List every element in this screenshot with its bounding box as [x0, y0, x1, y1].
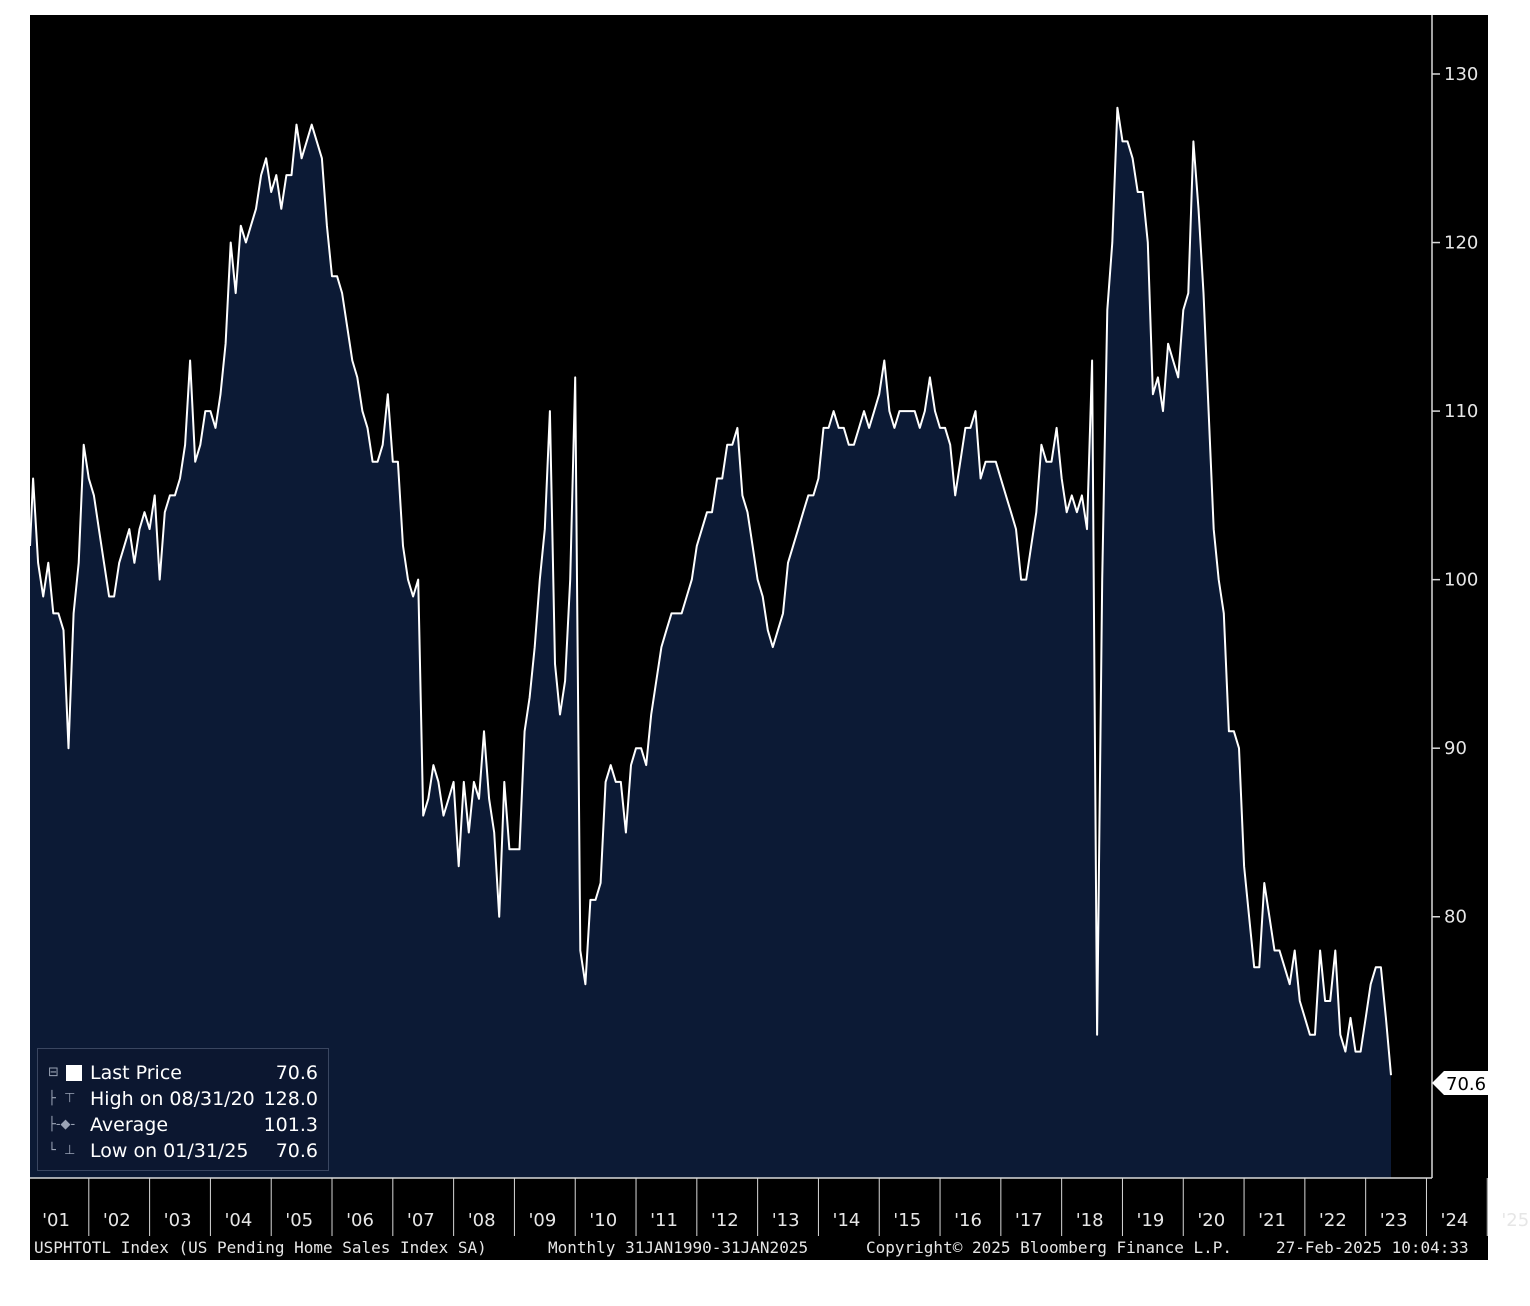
- legend-label: Last Price: [90, 1062, 182, 1084]
- legend-label: High on 08/31/20: [90, 1088, 255, 1110]
- legend-value: 128.0: [263, 1088, 318, 1110]
- x-tick-label: '25: [1501, 1210, 1529, 1231]
- chart-footer: USPHTOTL Index (US Pending Home Sales In…: [30, 1236, 1488, 1260]
- plot-area: [29, 106, 1392, 1179]
- x-tick-label: '13: [772, 1210, 800, 1231]
- x-tick-label: '01: [42, 1210, 70, 1231]
- x-tick-label: '14: [833, 1210, 861, 1231]
- x-axis: '01 '02 '03 '04 '05 '06 '07 '08 '09 '10 '11 '12 '13 '…: [42, 1178, 1529, 1236]
- legend-row-last-price: ⊟ Last Price 70.6: [38, 1061, 328, 1086]
- legend-value: 70.6: [275, 1140, 318, 1162]
- y-tick-label: 90: [1444, 738, 1467, 759]
- legend-value: 70.6: [275, 1062, 318, 1084]
- x-tick-label: '09: [528, 1210, 556, 1231]
- x-tick-label: '06: [346, 1210, 374, 1231]
- x-tick-label: '02: [103, 1210, 131, 1231]
- legend-value: 101.3: [263, 1114, 318, 1136]
- footer-timestamp: 27-Feb-2025 10:04:33: [1276, 1238, 1469, 1257]
- x-tick-label: '08: [468, 1210, 496, 1231]
- x-tick-label: '17: [1015, 1210, 1043, 1231]
- legend-row-average: ├-◆- Average 101.3: [38, 1113, 328, 1138]
- y-tick-label: 120: [1444, 233, 1478, 254]
- x-tick-label: '19: [1137, 1210, 1165, 1231]
- footer-copyright: Copyright© 2025 Bloomberg Finance L.P.: [866, 1238, 1233, 1257]
- average-marker-icon: ├-◆-: [48, 1117, 76, 1132]
- low-marker-icon: └ ⊥: [48, 1143, 76, 1158]
- y-tick-label: 130: [1444, 64, 1478, 85]
- footer-period: Monthly 31JAN1990-31JAN2025: [548, 1238, 809, 1257]
- x-tick-label: '23: [1380, 1210, 1408, 1231]
- high-marker-icon: ├ ⊤: [48, 1091, 76, 1106]
- x-tick-label: '18: [1076, 1210, 1104, 1231]
- legend-row-high: ├ ⊤ High on 08/31/20 128.0: [38, 1087, 328, 1112]
- x-tick-label: '05: [285, 1210, 313, 1231]
- footer-index: USPHTOTL Index (US Pending Home Sales In…: [34, 1238, 487, 1257]
- legend-label: Average: [90, 1114, 169, 1136]
- x-tick-label: '22: [1319, 1210, 1347, 1231]
- x-tick-label: '11: [650, 1210, 678, 1231]
- x-tick-label: '10: [589, 1210, 617, 1231]
- series-line: [29, 106, 1392, 1076]
- chart-legend: ⊟ Last Price 70.6 ├ ⊤ High on 08/31/20 1…: [37, 1048, 329, 1171]
- x-tick-label: '12: [711, 1210, 739, 1231]
- last-value-label: 70.6: [1446, 1074, 1486, 1095]
- x-tick-label: '20: [1197, 1210, 1225, 1231]
- x-tick-label: '15: [893, 1210, 921, 1231]
- x-tick-label: '24: [1441, 1210, 1469, 1231]
- y-tick-label: 100: [1444, 570, 1478, 591]
- x-tick-label: '07: [407, 1210, 435, 1231]
- y-tick-label: 110: [1444, 401, 1478, 422]
- y-tick-label: 80: [1444, 907, 1467, 928]
- x-tick-label: '21: [1258, 1210, 1286, 1231]
- x-tick-label: '03: [164, 1210, 192, 1231]
- legend-row-low: └ ⊥ Low on 01/31/25 70.6: [38, 1139, 328, 1164]
- last-value-marker: 70.6: [1432, 1071, 1488, 1095]
- square-icon: ⊟: [48, 1063, 82, 1083]
- legend-label: Low on 01/31/25: [90, 1140, 249, 1162]
- y-axis: 80 90 100 110 120 130: [1432, 64, 1478, 928]
- series-area: [30, 107, 1391, 1179]
- x-tick-label: '04: [224, 1210, 252, 1231]
- x-tick-label: '16: [954, 1210, 982, 1231]
